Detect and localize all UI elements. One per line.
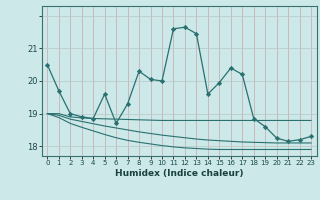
X-axis label: Humidex (Indice chaleur): Humidex (Indice chaleur) <box>115 169 244 178</box>
